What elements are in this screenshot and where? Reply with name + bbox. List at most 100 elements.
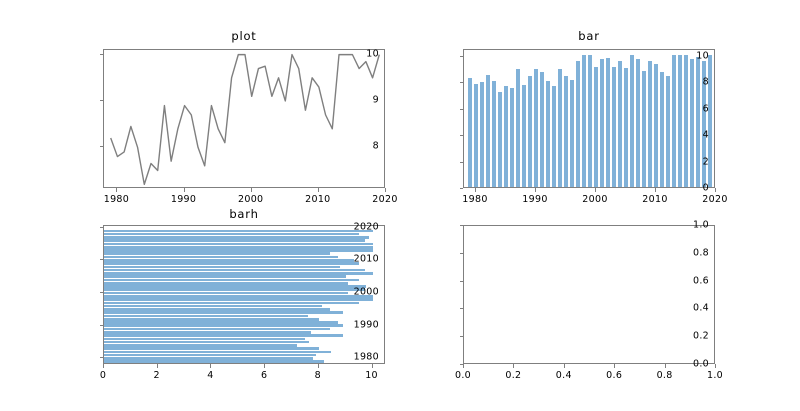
plot-frame-empty [463, 225, 715, 364]
x-tick-label: 0.6 [606, 370, 623, 381]
bar-item [491, 81, 497, 187]
barh-item [104, 353, 317, 357]
x-tick-label: 2020 [372, 194, 398, 205]
y-tick-label: 2000 [353, 286, 379, 298]
x-tick-mark [595, 188, 596, 192]
bar-item [653, 63, 659, 187]
y-tick-mark [459, 108, 463, 110]
bar-item [683, 54, 689, 187]
y-tick-mark [459, 308, 463, 310]
y-tick-mark [459, 188, 463, 189]
y-tick-label: 9 [372, 94, 379, 106]
y-tick-label: 10 [696, 50, 709, 62]
barh-item [104, 245, 373, 249]
x-tick-label: 1990 [522, 194, 548, 205]
barh-item [104, 249, 373, 252]
axes-empty: 0.0 0.2 0.4 0.6 0.8 1.0 0.0 0.2 0.4 0.6 0.8 1.0 [455, 220, 723, 382]
axes-barh-horizontal: barh 0 2 4 6 8 10 1980 1990 2000 2010 2020 [99, 207, 385, 381]
bar-item [587, 54, 593, 187]
bar-item [569, 79, 575, 187]
axes-bar-vertical: bar 1980 1990 2000 2010 2020 0 2 4 6 8 10 [459, 29, 727, 205]
barh-item [104, 268, 365, 272]
bar-item [479, 82, 485, 187]
bar-item [473, 83, 479, 187]
bar-item [509, 87, 515, 187]
x-tick-label: 2 [153, 370, 160, 381]
barh-item [104, 360, 325, 363]
barh-item [104, 357, 314, 360]
barh-item [104, 350, 331, 354]
barh-item [104, 334, 344, 337]
x-tick-label: 0.0 [454, 370, 472, 381]
barh-item [104, 288, 365, 292]
barh-item [104, 259, 354, 262]
axes-plot-line: plot 1980 1990 2000 2010 2020 8 9 10 [99, 29, 397, 205]
bar-series-barh [104, 226, 384, 363]
x-tick-label: 0 [99, 370, 107, 381]
x-tick-mark [156, 364, 158, 368]
bar-item [659, 71, 665, 187]
bar-item [665, 75, 671, 187]
x-tick-mark [715, 364, 716, 368]
barh-item [104, 285, 366, 288]
barh-item [104, 281, 349, 285]
bar-item [623, 67, 629, 187]
y-tick-mark [99, 99, 103, 101]
bar-item [497, 91, 503, 187]
bar-item [647, 61, 653, 187]
x-tick-mark [103, 364, 104, 368]
x-tick-label: 1990 [170, 194, 197, 205]
bar-item [563, 75, 569, 187]
y-tick-mark [459, 225, 463, 226]
barh-item [104, 232, 360, 236]
barh-item [104, 314, 309, 318]
bar-item [701, 61, 707, 187]
bar-item [677, 54, 683, 187]
bar-item [515, 69, 521, 187]
axes-title-barh: barh [229, 207, 259, 221]
x-tick-mark [371, 364, 373, 368]
y-tick-label: 1.0 [692, 219, 709, 231]
barh-item [104, 301, 360, 305]
y-tick-label: 2010 [353, 253, 379, 265]
line-series-plot [110, 53, 380, 186]
x-tick-label: 2000 [582, 194, 608, 205]
x-tick-label: 4 [207, 370, 214, 381]
y-tick-label: 8 [702, 76, 709, 88]
y-tick-label: 0.2 [692, 330, 709, 342]
bar-item [533, 69, 539, 187]
barh-item [104, 330, 311, 334]
bar-series-bar [464, 50, 714, 187]
line-path [110, 53, 380, 186]
bar-item [551, 86, 557, 187]
y-tick-label: 0.4 [692, 302, 709, 314]
x-tick-mark [563, 364, 565, 368]
y-tick-mark [459, 82, 463, 84]
y-tick-mark [99, 324, 103, 326]
barh-item [104, 272, 373, 275]
x-tick-mark [317, 188, 319, 192]
y-tick-label: 4 [702, 129, 709, 141]
plot-frame-line [103, 49, 385, 188]
barh-item [104, 295, 373, 298]
barh-item [104, 229, 373, 233]
y-tick-mark [459, 135, 463, 137]
barh-item [104, 239, 365, 243]
bar-item [485, 75, 491, 187]
y-tick-label: 1980 [353, 351, 379, 363]
x-tick-label: 1980 [103, 194, 130, 205]
bar-item [605, 57, 611, 187]
barh-item [104, 252, 330, 256]
x-tick-label: 0.8 [656, 370, 673, 381]
y-tick-label: 0 [702, 182, 709, 194]
bar-item [617, 61, 623, 187]
barh-item [104, 344, 298, 347]
bar-item [611, 66, 617, 187]
barh-item [104, 278, 360, 282]
x-tick-label: 2010 [642, 194, 668, 205]
y-tick-mark [459, 364, 463, 365]
x-tick-mark [116, 188, 118, 192]
bar-item [557, 69, 563, 187]
x-tick-mark [264, 364, 266, 368]
